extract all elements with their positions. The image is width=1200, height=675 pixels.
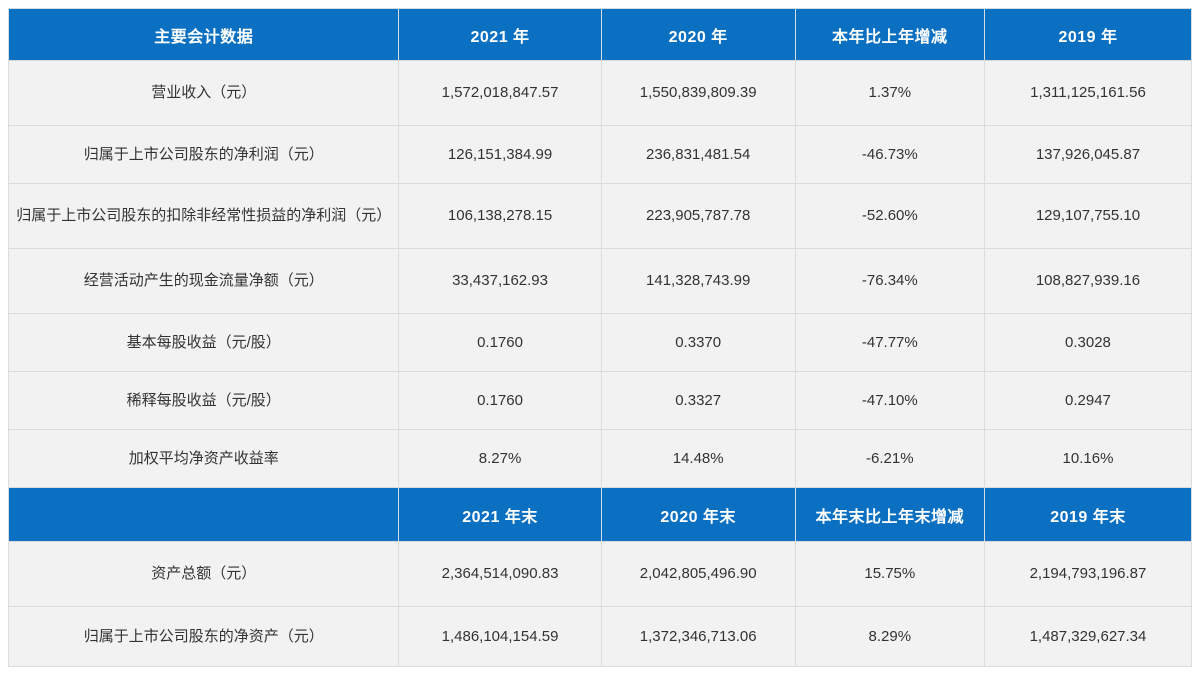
table-row: 稀释每股收益（元/股） 0.1760 0.3327 -47.10% 0.2947 (7, 371, 1193, 430)
header-label-cell (7, 487, 400, 542)
value-cell: 1.37% (794, 60, 985, 126)
value-cell: 15.75% (794, 541, 985, 607)
value-cell: -52.60% (794, 183, 985, 249)
value-cell: 236,831,481.54 (600, 125, 796, 184)
table-row: 资产总额（元） 2,364,514,090.83 2,042,805,496.90 1… (7, 541, 1193, 607)
row-label-cell: 归属于上市公司股东的扣除非经常性损益的净利润（元） (7, 183, 400, 249)
header-label-cell: 主要会计数据 (7, 8, 400, 61)
value-cell: 0.1760 (398, 313, 602, 372)
value-cell: 1,550,839,809.39 (600, 60, 796, 126)
row-label-cell: 营业收入（元） (7, 60, 400, 126)
header-year-cell: 本年比上年增减 (794, 8, 985, 61)
table-row: 经营活动产生的现金流量净额（元） 33,437,162.93 141,328,743… (7, 248, 1193, 314)
value-cell: -76.34% (794, 248, 985, 314)
value-cell: 8.29% (794, 606, 985, 667)
header-year-cell: 2019 年 (983, 8, 1193, 61)
row-label-cell: 基本每股收益（元/股） (7, 313, 400, 372)
header-year-cell: 2020 年末 (600, 487, 796, 542)
section-header-row: 2021 年末 2020 年末 本年末比上年末增减 2019 年末 (7, 487, 1193, 542)
value-cell: 2,364,514,090.83 (398, 541, 602, 607)
header-year-cell: 2019 年末 (983, 487, 1193, 542)
value-cell: 223,905,787.78 (600, 183, 796, 249)
table-row: 加权平均净资产收益率 8.27% 14.48% -6.21% 10.16% (7, 429, 1193, 488)
financial-table-body: 主要会计数据 2021 年 2020 年本年比上年增减 2019 年营业收入（元） 1,… (7, 8, 1193, 667)
table-row: 营业收入（元） 1,572,018,847.57 1,550,839,809.39 1… (7, 60, 1193, 126)
value-cell: 1,487,329,627.34 (983, 606, 1193, 667)
table-row: 归属于上市公司股东的净利润（元） 126,151,384.99 236,831,48… (7, 125, 1193, 184)
row-label-cell: 归属于上市公司股东的净利润（元） (7, 125, 400, 184)
row-label-cell: 稀释每股收益（元/股） (7, 371, 400, 430)
header-year-cell: 本年末比上年末增减 (794, 487, 985, 542)
value-cell: 141,328,743.99 (600, 248, 796, 314)
row-label-cell: 加权平均净资产收益率 (7, 429, 400, 488)
value-cell: 33,437,162.93 (398, 248, 602, 314)
table-row: 归属于上市公司股东的扣除非经常性损益的净利润（元） 106,138,278.15 2… (7, 183, 1193, 249)
table-row: 归属于上市公司股东的净资产（元） 1,486,104,154.59 1,372,34… (7, 606, 1193, 667)
value-cell: 1,311,125,161.56 (983, 60, 1193, 126)
value-cell: -46.73% (794, 125, 985, 184)
value-cell: 129,107,755.10 (983, 183, 1193, 249)
value-cell: 0.1760 (398, 371, 602, 430)
value-cell: -47.10% (794, 371, 985, 430)
value-cell: 2,194,793,196.87 (983, 541, 1193, 607)
value-cell: 14.48% (600, 429, 796, 488)
value-cell: 0.3327 (600, 371, 796, 430)
value-cell: -47.77% (794, 313, 985, 372)
value-cell: 137,926,045.87 (983, 125, 1193, 184)
row-label-cell: 归属于上市公司股东的净资产（元） (7, 606, 400, 667)
value-cell: 1,372,346,713.06 (600, 606, 796, 667)
value-cell: -6.21% (794, 429, 985, 488)
value-cell: 1,486,104,154.59 (398, 606, 602, 667)
value-cell: 2,042,805,496.90 (600, 541, 796, 607)
value-cell: 0.2947 (983, 371, 1193, 430)
value-cell: 108,827,939.16 (983, 248, 1193, 314)
value-cell: 126,151,384.99 (398, 125, 602, 184)
table-row: 基本每股收益（元/股） 0.1760 0.3370 -47.77% 0.3028 (7, 313, 1193, 372)
value-cell: 10.16% (983, 429, 1193, 488)
header-year-cell: 2021 年 (398, 8, 602, 61)
value-cell: 106,138,278.15 (398, 183, 602, 249)
financial-summary-table: 主要会计数据 2021 年 2020 年本年比上年增减 2019 年营业收入（元） 1,… (7, 8, 1193, 667)
section-header-row: 主要会计数据 2021 年 2020 年本年比上年增减 2019 年 (7, 8, 1193, 61)
row-label-cell: 资产总额（元） (7, 541, 400, 607)
header-year-cell: 2021 年末 (398, 487, 602, 542)
value-cell: 0.3028 (983, 313, 1193, 372)
value-cell: 1,572,018,847.57 (398, 60, 602, 126)
value-cell: 8.27% (398, 429, 602, 488)
value-cell: 0.3370 (600, 313, 796, 372)
row-label-cell: 经营活动产生的现金流量净额（元） (7, 248, 400, 314)
header-year-cell: 2020 年 (600, 8, 796, 61)
